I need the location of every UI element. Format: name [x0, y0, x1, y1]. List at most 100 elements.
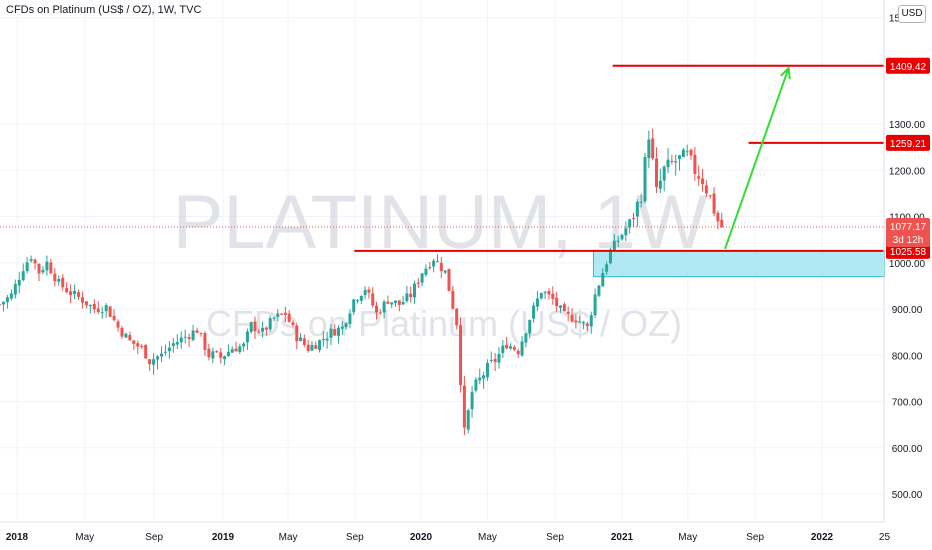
candle-body — [712, 193, 716, 214]
candle-body — [120, 328, 124, 337]
candle-body — [310, 345, 314, 351]
candle-body — [620, 234, 624, 240]
candle-body — [306, 344, 310, 351]
candle-body — [276, 313, 280, 317]
candle-body — [558, 305, 562, 308]
candle-body — [505, 344, 509, 349]
candle-body — [420, 273, 424, 283]
candle-body — [455, 308, 459, 326]
candle-body — [474, 379, 478, 391]
candle-body — [314, 345, 318, 349]
candle-body — [33, 259, 37, 264]
candle-body — [112, 315, 116, 321]
candle-body — [655, 158, 659, 188]
time-tick-label: 2021 — [611, 532, 634, 543]
candle-body — [662, 166, 666, 181]
candle-body — [291, 322, 295, 326]
candle-body — [344, 323, 348, 328]
candle-body — [226, 351, 230, 357]
price-axis[interactable]: 500.00 600.00 700.00 800.00 900.00 1000.00 110… — [883, 0, 930, 522]
candle-body — [207, 348, 211, 358]
candle-body — [175, 341, 179, 345]
candle-body — [329, 328, 333, 338]
candle-body — [171, 343, 175, 347]
candle-body — [223, 356, 227, 360]
candle-body — [195, 330, 199, 333]
projection-arrow-head — [780, 65, 791, 80]
candle-body — [65, 288, 69, 293]
time-tick-label: 2020 — [410, 532, 433, 543]
candle-body — [88, 305, 92, 307]
candle-body — [658, 180, 662, 189]
candle-body — [268, 318, 272, 330]
level-price-badge — [886, 134, 930, 151]
candle-body — [261, 327, 265, 332]
candle-body — [96, 308, 100, 313]
candle-body — [390, 302, 394, 305]
candle-body — [25, 262, 29, 272]
demand-zone[interactable] — [592, 250, 885, 278]
time-tick-label: Sep — [346, 532, 364, 543]
price-tick-label: 900.00 — [892, 305, 923, 316]
candle-body — [264, 327, 268, 330]
candle-body — [41, 270, 45, 273]
candle-body — [585, 323, 589, 326]
demand-zone-rect — [592, 250, 885, 278]
candle-body — [601, 273, 605, 287]
candle-body — [13, 284, 17, 295]
candle-body — [678, 155, 682, 159]
candle-body — [287, 313, 291, 322]
candle-body — [439, 262, 443, 272]
candle-body — [578, 321, 582, 323]
candle-body — [363, 290, 367, 296]
candle-body — [501, 345, 505, 354]
candle-body — [0, 304, 2, 306]
candle-body — [670, 160, 674, 162]
candle-body — [80, 297, 84, 303]
candle-body — [466, 410, 470, 430]
candle-body — [512, 347, 516, 350]
price-tick-label: 1100.00 — [889, 213, 925, 224]
candle-body — [632, 218, 636, 220]
candle-body — [570, 314, 574, 322]
candle-body — [242, 343, 246, 347]
candle-body — [409, 293, 413, 298]
time-tick-label: May — [75, 532, 94, 543]
candle-body — [708, 195, 712, 197]
candle-body — [535, 298, 539, 307]
candle-body — [299, 337, 303, 341]
candle-body — [295, 325, 299, 342]
candle-body — [124, 333, 128, 338]
last-price-label: 1077.17 — [890, 222, 927, 233]
candle-body — [375, 305, 379, 313]
candle-body — [53, 273, 57, 282]
candle-body — [253, 321, 257, 332]
time-axis[interactable]: 2018 May Sep 2019 May Sep 2020 May Sep 2021 May Sep… — [0, 521, 890, 543]
time-tick-label: May — [279, 532, 298, 543]
candle-body — [386, 301, 390, 304]
currency-button[interactable]: USD — [898, 5, 926, 23]
candle-body — [302, 338, 306, 345]
time-tick-label: May — [678, 532, 697, 543]
candle-body — [597, 285, 601, 296]
candle-body — [215, 351, 219, 353]
price-tick-label: 700.00 — [892, 398, 923, 409]
candle-body — [92, 303, 96, 310]
candle-body — [635, 201, 639, 217]
level-price-label: 1025.58 — [890, 247, 927, 258]
candle-body — [340, 326, 344, 329]
time-tick-label: Sep — [546, 532, 564, 543]
annotations[interactable] — [0, 64, 884, 252]
candle-body — [245, 331, 249, 343]
candle-body — [318, 340, 322, 350]
candle-body — [674, 161, 678, 163]
candle-body — [333, 329, 337, 336]
candle-body — [116, 321, 120, 328]
candle-body — [562, 304, 566, 312]
price-tick-label: 500.00 — [892, 490, 923, 501]
candle-body — [447, 268, 451, 292]
candle-body — [367, 289, 371, 293]
candle-body — [325, 338, 329, 341]
